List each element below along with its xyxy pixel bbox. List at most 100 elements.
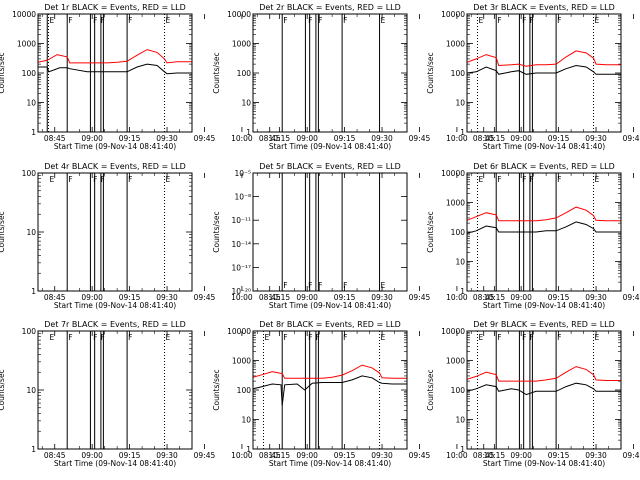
- flag-label: F: [283, 333, 287, 342]
- series-events: [466, 64, 621, 75]
- flag-label: F: [530, 16, 534, 25]
- x-tick-label: 09:45: [409, 451, 431, 460]
- x-tick-label: 08:45: [259, 293, 281, 302]
- x-tick-label: 08:45: [259, 451, 281, 460]
- x-tick-label: 10:00: [231, 134, 253, 143]
- flag-label: E: [49, 16, 54, 25]
- flag-label: F: [318, 16, 322, 25]
- flag-label: F: [68, 175, 72, 184]
- x-tick-label: 09:45: [623, 293, 640, 302]
- series-events: [252, 375, 407, 406]
- panel-6: Det 6r BLACK = Events, RED = LLD Counts/s…: [426, 162, 640, 310]
- flag-label: F: [316, 333, 320, 342]
- x-tick-label: 09:45: [194, 134, 216, 143]
- flag-label: E: [49, 333, 54, 342]
- series-events: [466, 382, 621, 396]
- plot-frame: [252, 330, 408, 450]
- flag-label: F: [308, 16, 312, 25]
- y-tick-label: 10: [26, 386, 36, 395]
- flag-label: F: [557, 333, 561, 342]
- flag-label: F: [68, 16, 72, 25]
- flag-label: F: [530, 175, 534, 184]
- y-tick-label: 10000: [227, 10, 251, 19]
- x-axis-label: Start Time (09-Nov-14 08:41:40): [269, 301, 391, 310]
- y-tick-label: 100: [237, 69, 252, 78]
- y-tick-label: 10⁻¹¹: [231, 216, 251, 225]
- y-tick-label: 10000: [227, 327, 251, 336]
- y-axis-label: Counts/sec: [0, 369, 6, 410]
- x-tick-label: 09:30: [371, 293, 393, 302]
- x-tick-label: 10:15: [269, 134, 291, 143]
- x-tick-label: 09:45: [409, 293, 431, 302]
- x-tick-label: 09:30: [585, 451, 607, 460]
- panel-4: Det 4r BLACK = Events, RED = LLD Counts/s…: [0, 162, 290, 310]
- x-tick-label: 10:15: [269, 451, 291, 460]
- flag-label: F: [343, 333, 347, 342]
- x-tick-label: 08:45: [44, 451, 66, 460]
- flag-label: F: [128, 16, 132, 25]
- y-tick-label: 1000: [17, 40, 36, 49]
- flag-label: F: [128, 175, 132, 184]
- x-tick-label: 09:00: [81, 451, 103, 460]
- y-tick-label: 1: [246, 128, 251, 137]
- y-tick-label: 1000: [446, 199, 465, 208]
- x-axis-label: Start Time (09-Nov-14 08:41:40): [483, 459, 605, 468]
- plot-frame: [466, 330, 622, 450]
- y-tick-label: 10000: [12, 10, 36, 19]
- panel-8: Det 8r BLACK = Events, RED = LLD Counts/s…: [212, 320, 505, 468]
- y-tick-label: 10: [455, 258, 465, 267]
- x-tick-label: 08:45: [473, 451, 495, 460]
- panel-1: Det 1r BLACK = Events, RED = LLD Counts/s…: [0, 3, 290, 151]
- panel-title: Det 6r BLACK = Events, RED = LLD: [473, 162, 615, 171]
- flag-label: F: [308, 333, 312, 342]
- x-tick-label: 09:00: [296, 451, 318, 460]
- flag-label: F: [522, 333, 526, 342]
- x-tick-label: 09:30: [156, 293, 178, 302]
- y-tick-label: 1: [31, 445, 36, 454]
- x-axis-label: Start Time (09-Nov-14 08:41:40): [483, 142, 605, 151]
- y-axis-label: Counts/sec: [212, 52, 221, 93]
- y-tick-label: 10: [26, 228, 36, 237]
- flag-label: F: [93, 333, 97, 342]
- y-tick-label: 10: [455, 416, 465, 425]
- flag-label: F: [522, 16, 526, 25]
- y-tick-label: 10⁻⁵: [234, 169, 251, 178]
- y-tick-label: 1000: [232, 40, 251, 49]
- y-tick-label: 1000: [232, 357, 251, 366]
- y-tick-label: 10000: [441, 169, 465, 178]
- panel-title: Det 7r BLACK = Events, RED = LLD: [44, 320, 186, 329]
- y-tick-label: 10⁻¹⁷: [231, 263, 251, 272]
- y-tick-label: 100: [22, 327, 37, 336]
- panel-title: Det 8r BLACK = Events, RED = LLD: [259, 320, 401, 329]
- panel-title: Det 3r BLACK = Events, RED = LLD: [473, 3, 615, 12]
- y-tick-label: 10000: [441, 10, 465, 19]
- flag-label: F: [93, 16, 97, 25]
- x-tick-label: 08:45: [473, 134, 495, 143]
- panel-3: Det 3r BLACK = Events, RED = LLD Counts/s…: [426, 3, 640, 151]
- plot-frame: [37, 330, 193, 450]
- series-lld: [37, 49, 192, 64]
- x-tick-label: 09:30: [585, 293, 607, 302]
- flag-label: F: [283, 281, 287, 290]
- x-tick-label: 09:30: [371, 134, 393, 143]
- y-axis-label: Counts/sec: [212, 369, 221, 410]
- flag-label: E: [478, 16, 483, 25]
- flag-label: F: [128, 333, 132, 342]
- series-lld: [466, 206, 621, 222]
- x-tick-label: 08:45: [44, 134, 66, 143]
- x-tick-label: 09:45: [409, 134, 431, 143]
- flag-label: F: [68, 333, 72, 342]
- x-tick-label: 09:00: [510, 134, 532, 143]
- x-tick-label: 09:00: [81, 293, 103, 302]
- y-tick-label: 10⁻²⁰: [231, 287, 251, 296]
- y-tick-label: 100: [451, 386, 466, 395]
- panel-title: Det 4r BLACK = Events, RED = LLD: [44, 162, 186, 171]
- panel-title: Det 9r BLACK = Events, RED = LLD: [473, 320, 615, 329]
- x-tick-label: 09:30: [156, 451, 178, 460]
- plot-frame: [466, 172, 622, 292]
- x-axis-label: Start Time (09-Nov-14 08:41:40): [54, 301, 176, 310]
- x-tick-label: 09:30: [371, 451, 393, 460]
- plot-frame: [37, 13, 193, 133]
- x-axis-label: Start Time (09-Nov-14 08:41:40): [269, 459, 391, 468]
